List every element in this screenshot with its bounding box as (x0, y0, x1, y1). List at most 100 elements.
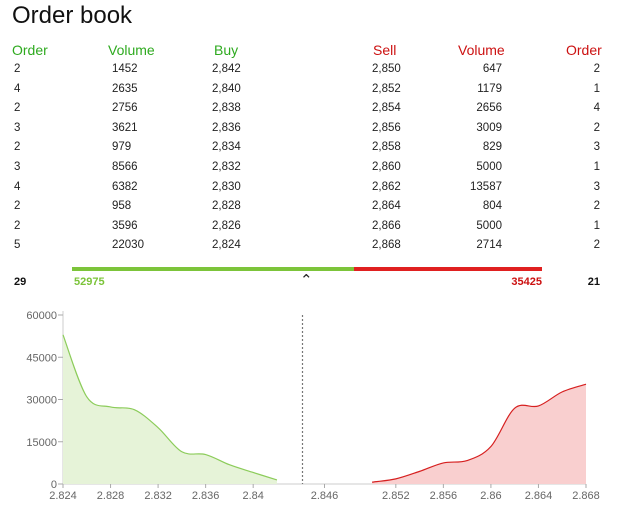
buy-order-count-cell: 2 (14, 141, 21, 154)
buy-price-cell: 2,826 (212, 219, 241, 232)
x-tick-label: 2.856 (430, 490, 458, 502)
header-sell-price: Sell (373, 42, 397, 58)
y-tick-label: 30000 (26, 395, 57, 407)
total-volume-buy: 52975 (74, 276, 105, 288)
x-tick-label: 2.852 (382, 490, 410, 502)
chevron-up-icon[interactable]: ⌃ (300, 272, 313, 289)
buy-order-count-cell: 2 (14, 102, 21, 115)
sell-volume-cell: 13587 (470, 180, 502, 193)
buy-order-count-cell: 3 (14, 121, 21, 134)
sell-order-count-cell: 2 (593, 200, 600, 213)
sell-volume-cell: 5000 (476, 219, 502, 232)
sell-depth-line (371, 383, 587, 483)
buy-order-count-cell: 2 (14, 219, 21, 232)
x-tick-label: 2.84 (242, 490, 263, 502)
buy-depth-line (62, 334, 278, 481)
y-tick-label: 60000 (26, 310, 57, 322)
buy-volume-cell: 22030 (112, 239, 144, 252)
total-volume-sell: 35425 (511, 276, 542, 288)
buy-volume-cell: 8566 (112, 160, 138, 173)
sell-depth-area (372, 384, 586, 484)
sell-price-column: 2,850 2,852 2,854 2,856 2,858 2,860 2,862 2,864… (372, 62, 401, 258)
sell-balance-bar (354, 267, 542, 271)
sell-volume-cell: 804 (482, 200, 502, 213)
buy-price-cell: 2,834 (212, 141, 241, 154)
total-orders-sell: 21 (587, 276, 600, 288)
sell-volume-cell: 647 (482, 63, 502, 75)
buy-price-cell: 2,824 (212, 239, 241, 252)
buy-volume-cell: 3596 (112, 219, 138, 232)
buy-order-count-column: 2 4 2 3 2 3 4 2 2 5 (14, 62, 20, 258)
x-tick-label: 2.86 (480, 490, 501, 502)
buy-depth-area (63, 334, 277, 484)
y-tick-label: 15000 (26, 437, 57, 449)
buy-volume-cell: 6382 (112, 180, 138, 193)
buy-price-cell: 2,836 (212, 121, 241, 134)
sell-volume-cell: 5000 (476, 160, 502, 173)
buy-volume-cell: 2756 (112, 102, 138, 115)
buy-price-cell: 2,838 (212, 102, 241, 115)
x-tick-label: 2.832 (144, 490, 172, 502)
header-order-sell: Order (566, 42, 602, 58)
buy-volume-cell: 958 (112, 200, 132, 213)
page-title: Order book (12, 2, 133, 29)
sell-volume-cell: 2656 (476, 102, 502, 115)
buy-volume-cell: 979 (112, 141, 132, 154)
sell-price-cell: 2,866 (372, 219, 401, 232)
x-tick-label: 2.864 (525, 490, 553, 502)
x-tick-label: 2.824 (49, 490, 77, 502)
sell-order-count-column: 2 1 4 2 3 1 3 2 1 2 (580, 62, 600, 258)
sell-price-cell: 2,864 (372, 200, 401, 213)
buy-order-count-cell: 2 (14, 200, 21, 213)
buy-order-count-cell: 3 (14, 160, 21, 173)
sell-volume-column: 647 1179 2656 3009 829 5000 13587 804 5000 2714 (450, 62, 502, 258)
sell-order-count-cell: 2 (593, 63, 600, 75)
sell-price-cell: 2,856 (372, 121, 401, 134)
buy-volume-cell: 2635 (112, 82, 138, 95)
y-tick-label: 45000 (26, 352, 57, 364)
sell-price-cell: 2,850 (372, 63, 401, 75)
header-volume-sell: Volume (458, 42, 505, 58)
sell-order-count-cell: 2 (593, 121, 600, 134)
sell-price-cell: 2,860 (372, 160, 401, 173)
sell-order-count-cell: 2 (593, 239, 600, 252)
sell-price-cell: 2,858 (372, 141, 401, 154)
x-tick-label: 2.828 (97, 490, 125, 502)
buy-order-count-cell: 5 (14, 239, 21, 252)
header-volume-buy: Volume (108, 42, 155, 58)
header-buy-price: Buy (214, 42, 239, 58)
sell-order-count-cell: 1 (593, 82, 600, 95)
y-tick-label: 0 (51, 479, 57, 491)
sell-order-count-cell: 4 (593, 102, 600, 115)
sell-order-count-cell: 3 (593, 141, 600, 154)
total-orders-buy: 29 (14, 276, 27, 288)
sell-volume-cell: 2714 (476, 239, 502, 252)
buy-volume-column: 1452 2635 2756 3621 979 8566 6382 958 3596 22030 (112, 62, 144, 258)
buy-price-cell: 2,840 (212, 82, 241, 95)
buy-balance-bar (72, 267, 354, 271)
x-tick-label: 2.868 (572, 490, 600, 502)
sell-price-cell: 2,862 (372, 180, 401, 193)
sell-order-count-cell: 1 (593, 160, 600, 173)
buy-order-count-cell: 4 (14, 82, 21, 95)
buy-volume-cell: 3621 (112, 121, 138, 134)
sell-volume-cell: 1179 (477, 82, 502, 95)
x-tick-label: 2.846 (311, 490, 339, 502)
sell-order-count-cell: 3 (593, 180, 600, 193)
sell-price-cell: 2,854 (372, 102, 401, 115)
sell-price-cell: 2,852 (372, 82, 401, 95)
buy-order-count-cell: 4 (14, 180, 21, 193)
buy-price-column: 2,842 2,840 2,838 2,836 2,834 2,832 2,830 2,828… (212, 62, 241, 258)
sell-order-count-cell: 1 (593, 219, 600, 232)
sell-volume-cell: 3009 (476, 121, 502, 134)
buy-price-cell: 2,830 (212, 180, 241, 193)
buy-order-count-cell: 2 (14, 63, 21, 75)
buy-price-cell: 2,832 (212, 160, 241, 173)
buy-price-cell: 2,828 (212, 200, 241, 213)
header-order-buy: Order (12, 42, 48, 58)
x-tick-label: 2.836 (192, 490, 220, 502)
buy-volume-cell: 1452 (112, 63, 138, 75)
sell-volume-cell: 829 (482, 141, 502, 154)
buy-price-cell: 2,842 (212, 63, 241, 75)
